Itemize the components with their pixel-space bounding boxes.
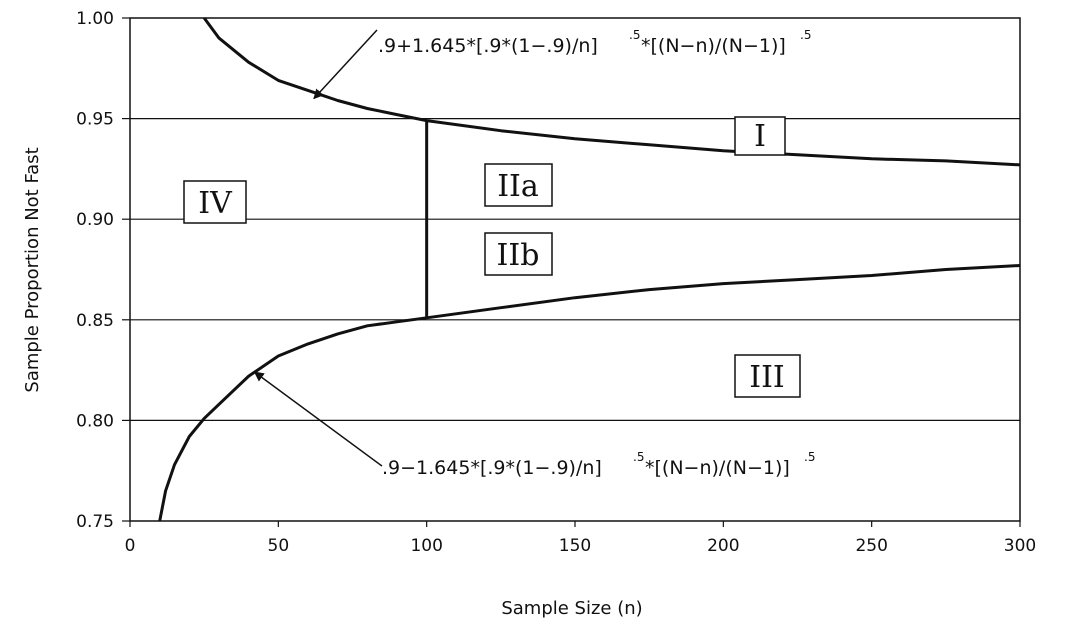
x-axis-title: Sample Size (n)	[501, 598, 642, 619]
region-label-iv: IV	[183, 180, 247, 224]
svg-text:IIb: IIb	[497, 238, 540, 273]
upper-bound-curve	[202, 17, 1021, 167]
upper-annotation-text: .9+1.645*[.9*(1−.9)/n]	[378, 35, 598, 57]
x-tick-label: 0	[125, 536, 136, 556]
svg-text:I: I	[754, 119, 766, 154]
x-tick-label: 200	[707, 536, 739, 556]
x-tick-label: 100	[410, 536, 442, 556]
y-tick-label: 0.80	[76, 411, 114, 431]
y-tick-label: 1.00	[76, 9, 114, 29]
region-label-iib: IIb	[484, 232, 553, 276]
svg-text:III: III	[749, 360, 785, 395]
series-layer	[158, 17, 1021, 522]
region-label-iii: III	[734, 354, 801, 398]
y-tick-label: 0.95	[76, 110, 114, 130]
region-label-iia: IIa	[484, 163, 553, 207]
y-axis-title: Sample Proportion Not Fast	[22, 147, 43, 392]
upper-annotation-sup-1: .5	[629, 28, 640, 42]
lower-annotation-arrow	[253, 371, 383, 467]
upper-curve-annotation: .9+1.645*[.9*(1−.9)/n] .5 *[(N−n)/(N−1)]…	[313, 28, 811, 100]
y-tick-label: 0.85	[76, 311, 114, 331]
upper-annotation-arrow	[313, 29, 378, 100]
y-tick-label: 0.90	[76, 210, 114, 230]
lower-annotation-text-2: *[(N−n)/(N−1)]	[645, 457, 790, 479]
lower-annotation-sup-2: .5	[804, 450, 815, 464]
plot-frame	[129, 17, 1021, 522]
svg-text:IV: IV	[198, 186, 233, 221]
y-tick-label: 0.75	[76, 512, 114, 532]
tick-layer: 0 50 100 150 200 250 300 0.75 0.80 0.85 0.90 0.95 1.…	[76, 9, 1036, 556]
x-tick-label: 50	[268, 536, 290, 556]
lower-bound-curve	[158, 264, 1021, 522]
upper-annotation-text-2: *[(N−n)/(N−1)]	[641, 35, 786, 57]
grid-layer	[130, 117, 1020, 421]
upper-annotation-sup-2: .5	[800, 28, 811, 42]
lower-annotation-sup-1: .5	[633, 450, 644, 464]
x-tick-label: 150	[559, 536, 591, 556]
lower-curve-annotation: .9−1.645*[.9*(1−.9)/n] .5 *[(N−n)/(N−1)]…	[253, 371, 815, 479]
svg-text:IIa: IIa	[497, 169, 539, 204]
region-label-i: I	[734, 116, 786, 156]
x-tick-label: 250	[855, 536, 887, 556]
x-tick-label: 300	[1004, 536, 1036, 556]
lower-annotation-text: .9−1.645*[.9*(1−.9)/n]	[382, 457, 602, 479]
